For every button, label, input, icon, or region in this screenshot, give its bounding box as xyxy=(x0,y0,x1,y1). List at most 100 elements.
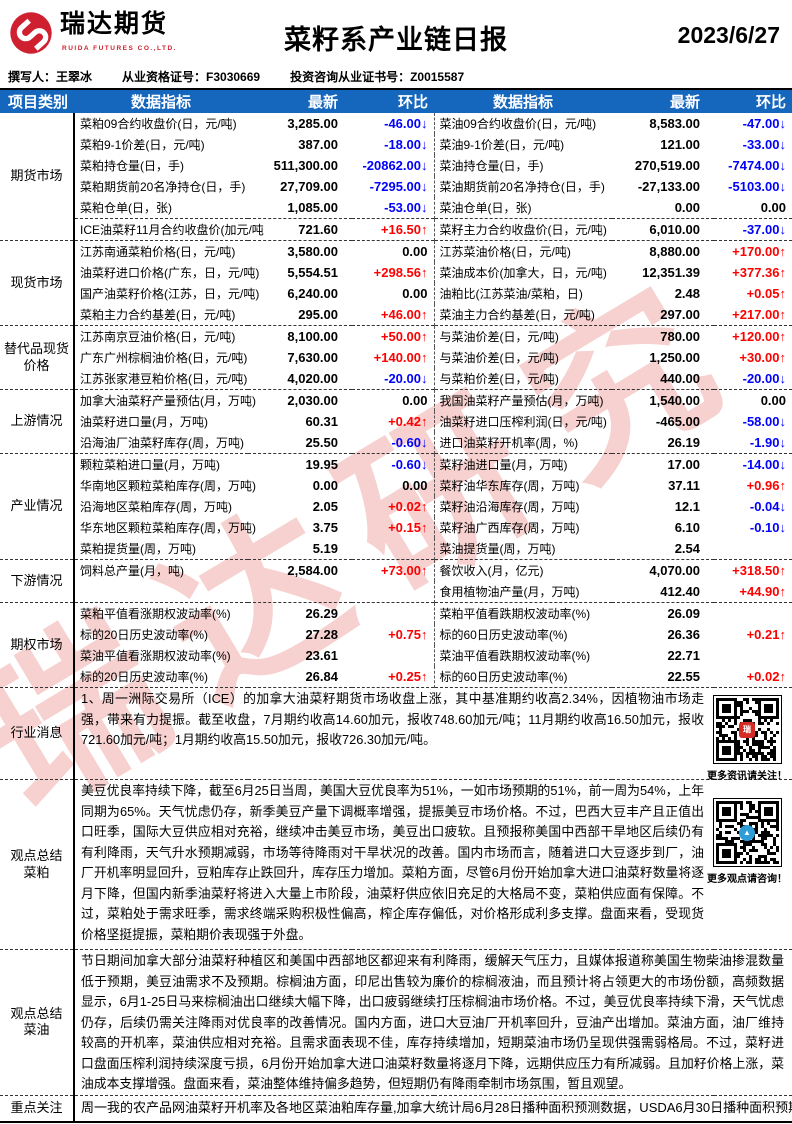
ruida-logo-icon xyxy=(8,10,54,56)
column-header-change: 环比 xyxy=(352,90,434,113)
indicator-label xyxy=(74,581,248,603)
table-row: 油菜籽进口价格(广东，日，元/吨) 5,554.51 +298.56↑ 菜油成本价(加… xyxy=(0,262,792,283)
author-label: 撰写人：王翠冰 xyxy=(8,70,93,84)
latest-value: 412.40 xyxy=(660,584,700,599)
indicator-label: 菜油平值看跌期权波动率(%) xyxy=(433,645,612,666)
indicator-label: 江苏南京豆油价格(日，元/吨) xyxy=(74,325,248,347)
table-header-row: 项目类别 数据指标 最新 环比 数据指标 最新 环比 xyxy=(0,90,792,113)
indicator-label: 菜籽油沿海库存(周，万吨) xyxy=(433,496,612,517)
change-value xyxy=(352,581,434,603)
change-value: +140.00↑ xyxy=(373,350,428,365)
table-row: 观点总结 菜油 节日期间加拿大部分油菜籽种植区和美国中西部地区都迎来有利降雨，缓解… xyxy=(0,949,792,1095)
change-value: -20.00↓ xyxy=(742,371,786,386)
latest-value: 2.54 xyxy=(674,541,700,556)
column-header-latest: 最新 xyxy=(248,90,352,113)
change-value: -18.00↓ xyxy=(384,137,428,152)
latest-value: 387.00 xyxy=(298,137,338,152)
indicator-label: 沿海地区菜粕库存(周，万吨) xyxy=(80,500,232,514)
latest-value: 511,300.00 xyxy=(273,158,338,173)
latest-value: 12,351.39 xyxy=(642,265,700,280)
latest-value: 6.10 xyxy=(674,520,700,535)
indicator-label: 油菜籽进口量(月，万吨) xyxy=(80,415,208,429)
table-row: 标的20日历史波动率(%) 26.84 +0.25↑ 标的60日历史波动率(%) 22.… xyxy=(0,666,792,688)
latest-value: 295.00 xyxy=(298,307,338,322)
section-text: 周一我的农产品网油菜籽开机率及各地区菜油粕库存量,加拿大统计局6月28日播种面积… xyxy=(74,1094,792,1122)
table-row: 菜粕仓单(日，张) 1,085.00 -53.00↓ 菜油仓单(日，张) 0.00 0.0… xyxy=(0,197,792,219)
indicator-label: 菜油仓单(日，张) xyxy=(433,197,612,219)
latest-value: 270,519.00 xyxy=(634,158,700,173)
indicator-label: 标的60日历史波动率(%) xyxy=(433,624,612,645)
change-value xyxy=(352,645,434,666)
latest-value: 26.84 xyxy=(305,669,338,684)
table-row: 观点总结 菜粕 美豆优良率持续下降，截至6月25日当周，美国大豆优良率为51%，一… xyxy=(0,779,792,950)
column-header-indicator: 数据指标 xyxy=(74,90,248,113)
indicator-label: 菜籽油进口量(月，万吨) xyxy=(433,453,612,475)
table-row: 替代品现货 价格 江苏南京豆油价格(日，元/吨) 8,100.00 +50.00↑ 与菜… xyxy=(0,325,792,390)
indicator-label: 菜籽油广西库存(周，万吨) xyxy=(433,517,612,538)
change-value: -46.00↓ xyxy=(384,116,428,131)
section-text: 节日期间加拿大部分油菜籽种植区和美国中西部地区都迎来有利降雨，缓解天气压力，且媒… xyxy=(74,949,792,1095)
table-row: 菜油平值看涨期权波动率(%) 23.61 菜油平值看跌期权波动率(%) 22.71 xyxy=(0,645,792,666)
page-title: 菜籽系产业链日报 xyxy=(284,25,508,55)
indicator-label: 江苏张家港豆粕价格(日，元/吨) xyxy=(80,372,248,386)
qr-caption-consult: 更多观点请咨询！ xyxy=(707,874,787,885)
latest-value: 0.00 xyxy=(674,200,700,215)
indicator-label: 标的20日历史波动率(%) xyxy=(80,670,209,684)
change-value: +0.02↑ xyxy=(388,499,428,514)
latest-value: 17.00 xyxy=(612,453,714,475)
latest-value: 3,285.00 xyxy=(287,116,338,131)
change-value: +16.50↑ xyxy=(352,218,434,241)
category-label: 下游情况 xyxy=(0,559,75,603)
change-value: -14.00↓ xyxy=(714,453,792,475)
change-value: +298.56↑ xyxy=(373,265,428,280)
latest-value: 37.11 xyxy=(668,478,700,493)
table-row: 产业情况 颗粒菜粕进口量(月，万吨) 19.95 -0.60↓ 菜籽油进口量(月，万吨)… xyxy=(0,453,792,560)
table-row: 菜粕持仓量(日，手) 511,300.00 -20862.00↓ 菜油持仓量(日，手)… xyxy=(0,155,792,176)
change-value: -0.10↓ xyxy=(749,520,786,535)
indicator-label: 菜油成本价(加拿大，日，元/吨) xyxy=(433,262,612,283)
qr-code-news: 瑞 xyxy=(712,695,782,764)
change-value: -37.00↓ xyxy=(714,218,792,241)
change-value: -0.04↓ xyxy=(749,499,786,514)
latest-value: 26.36 xyxy=(667,627,700,642)
company-logo: 瑞达期货 RUIDA FUTURES CO.,LTD. xyxy=(8,10,177,56)
latest-value: 12.1 xyxy=(674,499,700,514)
indicator-label: 食用植物油产量(月，万吨) xyxy=(433,581,612,603)
latest-value: 22.71 xyxy=(667,648,700,663)
table-row: 广东广州棕榈油价格(日，元/吨) 7,630.00 +140.00↑ 与菜油价差(日，… xyxy=(0,347,792,368)
change-value: +0.96↑ xyxy=(746,478,786,493)
indicator-label: 菜粕主力合约基差(日，元/吨) xyxy=(80,308,236,322)
latest-value: 2.48 xyxy=(674,286,700,301)
category-label: 产业情况 xyxy=(0,453,75,560)
category-label: 上游情况 xyxy=(0,389,75,454)
indicator-label: 菜粕期货前20名净持仓(日，手) xyxy=(80,180,246,194)
indicator-label: 菜粕9-1价差(日，元/吨) xyxy=(80,138,205,152)
change-value: +0.05↑ xyxy=(746,286,786,301)
change-value xyxy=(714,602,792,624)
latest-value: 8,100.00 xyxy=(248,325,352,347)
indicator-label: 菜粕09合约收盘价(日，元/吨) xyxy=(80,117,237,131)
latest-value: 0.00 xyxy=(312,478,338,493)
change-value xyxy=(352,602,434,624)
daily-data-table: 项目类别 数据指标 最新 环比 数据指标 最新 环比 期货市场 菜粕09合约收盘价… xyxy=(0,90,792,1123)
latest-value: 27.28 xyxy=(305,627,338,642)
latest-value: 4,070.00 xyxy=(612,559,714,581)
indicator-label: 江苏菜油价格(日，元/吨) xyxy=(433,240,612,262)
change-value: 0.00 xyxy=(352,240,434,262)
table-row: 沿海油厂油菜籽库存(周，万吨) 25.50 -0.60↓ 进口油菜籽开机率(周，%) 2… xyxy=(0,432,792,454)
indicator-label: 菜籽油华东库存(周，万吨) xyxy=(433,475,612,496)
table-row: 菜粕主力合约基差(日，元/吨) 295.00 +46.00↑ 菜油主力合约基差(日，元… xyxy=(0,304,792,326)
change-value: -58.00↓ xyxy=(742,414,786,429)
indicator-label: 华南地区颗粒菜粕库存(周，万吨) xyxy=(80,479,256,493)
latest-value: 3,580.00 xyxy=(248,240,352,262)
change-value: -20.00↓ xyxy=(384,371,428,386)
latest-value: 26.29 xyxy=(248,602,352,624)
table-row: 重点关注 周一我的农产品网油菜籽开机率及各地区菜油粕库存量,加拿大统计局6月28日… xyxy=(0,1094,792,1122)
change-value: -1.90↓ xyxy=(749,435,786,450)
table-row: 华南地区颗粒菜粕库存(周，万吨) 0.00 0.00 菜籽油华东库存(周，万吨) 37.… xyxy=(0,475,792,496)
qr-caption-news: 更多资讯请关注！ xyxy=(707,771,787,782)
latest-value: 7,630.00 xyxy=(287,350,338,365)
latest-value: 22.55 xyxy=(667,669,700,684)
indicator-label: ICE油菜籽11月合约收盘价(加元/吨 xyxy=(74,218,264,241)
